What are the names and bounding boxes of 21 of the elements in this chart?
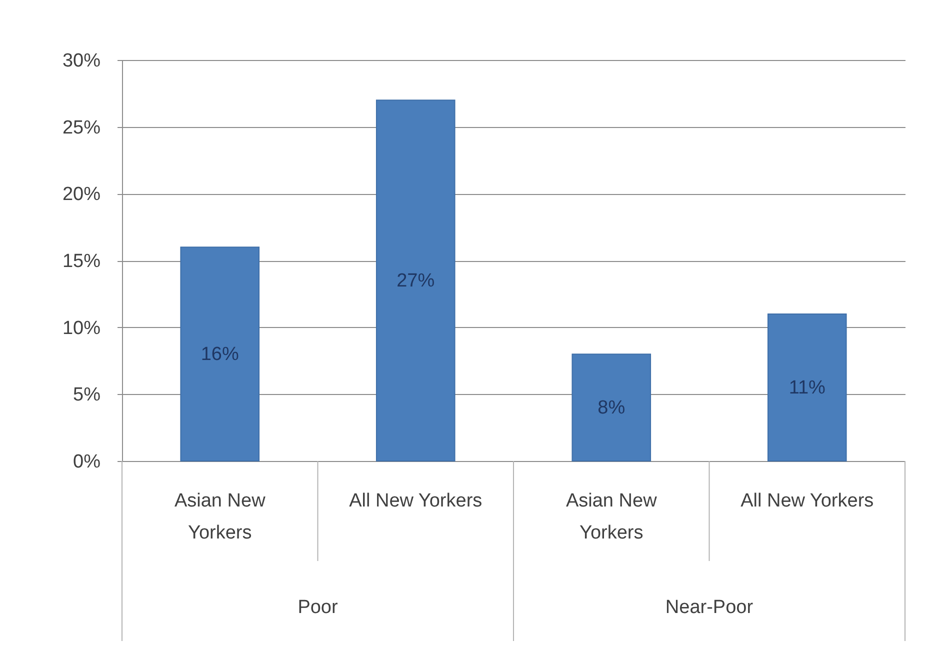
x-tick-label: Asian New Yorkers xyxy=(174,490,266,544)
x-tick-label: Asian New Yorkers xyxy=(566,490,658,544)
bar xyxy=(767,313,847,462)
y-tick-label: 20% xyxy=(62,184,101,206)
data-label: 27% xyxy=(396,270,435,292)
x-tick-label: All New Yorkers xyxy=(740,490,874,512)
data-label: 16% xyxy=(200,344,239,366)
y-tick-label: 15% xyxy=(62,251,101,272)
text: Poor xyxy=(298,597,338,618)
data-label: 8% xyxy=(598,398,626,419)
y-tick-label: 5% xyxy=(73,384,101,406)
data-label: 11% xyxy=(788,377,826,398)
bar xyxy=(180,246,260,462)
bar xyxy=(376,100,456,462)
y-tick-label: 30% xyxy=(62,50,101,72)
y-tick-label: 0% xyxy=(73,452,101,472)
y-tick-label: 10% xyxy=(62,318,101,339)
x-tick-label: All New Yorkers xyxy=(349,490,482,512)
y-tick-label: 25% xyxy=(62,117,101,138)
bar xyxy=(572,354,652,462)
text: Near-Poor xyxy=(665,597,754,618)
